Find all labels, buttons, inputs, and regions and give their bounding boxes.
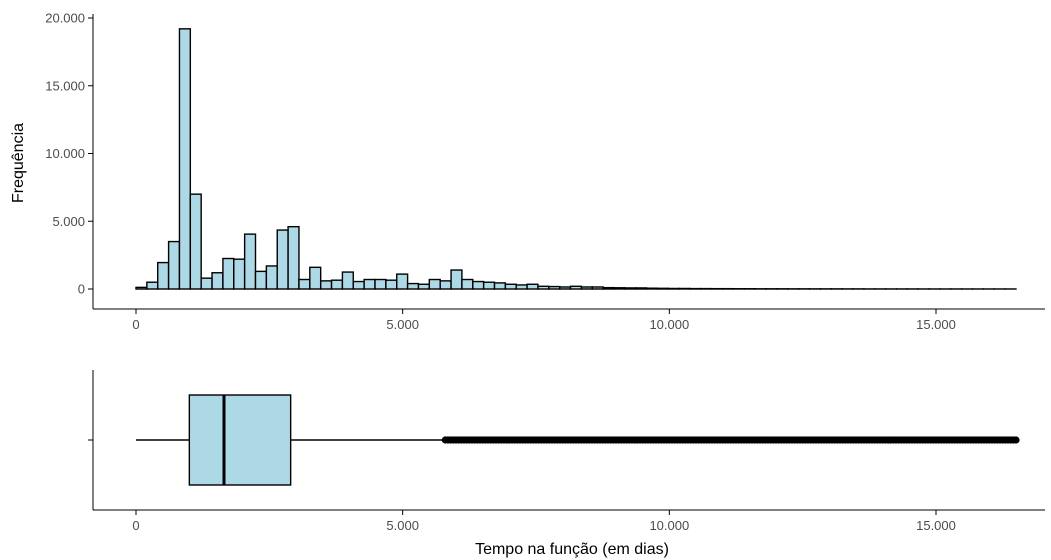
hist-bar: [678, 287, 691, 290]
hist-bar: [211, 272, 224, 290]
hist-bar: [189, 193, 202, 290]
hist-bar: [167, 240, 181, 290]
hist-bar: [222, 257, 235, 290]
hist-x-tick-label: 15.000: [916, 317, 956, 332]
hist-bar: [591, 286, 604, 290]
hist-bar: [146, 281, 159, 290]
hist-bar: [417, 283, 431, 290]
hist-y-tick-label: 10.000: [45, 146, 85, 161]
hist-bar: [352, 280, 365, 290]
hist-bar: [428, 278, 441, 290]
hist-bar: [635, 287, 648, 290]
box-iqr: [188, 394, 292, 486]
hist-bar: [309, 266, 322, 290]
hist-bar: [569, 285, 583, 290]
hist-bar: [461, 278, 474, 290]
hist-bar: [515, 284, 528, 290]
hist-bar: [243, 233, 257, 290]
hist-bar: [396, 273, 409, 290]
histogram-panel: 0 5.000 10.000 15.000 20.000 0 5.000 10.000 15.0…: [45, 11, 1045, 332]
hist-bar: [233, 258, 246, 290]
hist-bar: [200, 277, 213, 290]
hist-bar: [363, 278, 376, 290]
box-x-tick-label: 15.000: [916, 518, 956, 533]
hist-bar: [645, 287, 659, 290]
hist-bar: [493, 282, 507, 290]
hist-bar: [559, 286, 572, 290]
hist-bar: [667, 287, 680, 290]
hist-bar: [472, 280, 485, 290]
hist-y-tick-label: 5.000: [52, 214, 85, 229]
x-axis-title: Tempo na função (em dias): [475, 541, 669, 558]
hist-bar: [254, 270, 268, 290]
hist-bar: [265, 265, 278, 290]
hist-bar: [656, 287, 670, 290]
hist-x-tick-label: 5.000: [386, 317, 419, 332]
hist-y-tick-label: 15.000: [45, 78, 85, 93]
hist-bar: [330, 279, 344, 290]
y-axis-title: Frequência: [10, 123, 27, 203]
hist-bar: [450, 269, 463, 290]
hist-bar: [319, 280, 333, 290]
hist-bar: [341, 271, 354, 290]
hist-bar: [580, 286, 593, 290]
boxplot-panel: 0 5.000 10.000 15.000: [88, 370, 1045, 533]
hist-bar: [157, 261, 170, 290]
box-x-tick-label: 5.000: [386, 518, 419, 533]
hist-bar: [537, 285, 550, 290]
hist-x-tick-label: 10.000: [649, 317, 689, 332]
hist-bar: [276, 229, 289, 290]
hist-bar: [298, 278, 311, 290]
hist-y-tick-label: 0: [78, 282, 85, 297]
hist-bar: [385, 279, 398, 290]
hist-bar: [135, 286, 148, 290]
hist-bar: [526, 283, 539, 290]
hist-bar: [624, 287, 637, 290]
hist-bar: [504, 283, 517, 290]
hist-bar: [287, 225, 300, 290]
hist-bar: [602, 286, 615, 290]
hist-bar: [374, 278, 387, 290]
hist-bar: [613, 287, 626, 290]
hist-bar: [406, 282, 420, 290]
hist-bar: [548, 285, 561, 290]
box-outlier-point: [1012, 436, 1020, 444]
box-x-tick-label: 10.000: [649, 518, 689, 533]
hist-bar: [178, 28, 192, 290]
box-x-tick-label: 0: [132, 518, 139, 533]
hist-y-tick-label: 20.000: [45, 11, 85, 26]
hist-bar: [439, 280, 452, 290]
hist-bar: [482, 281, 496, 290]
hist-x-tick-label: 0: [132, 317, 139, 332]
